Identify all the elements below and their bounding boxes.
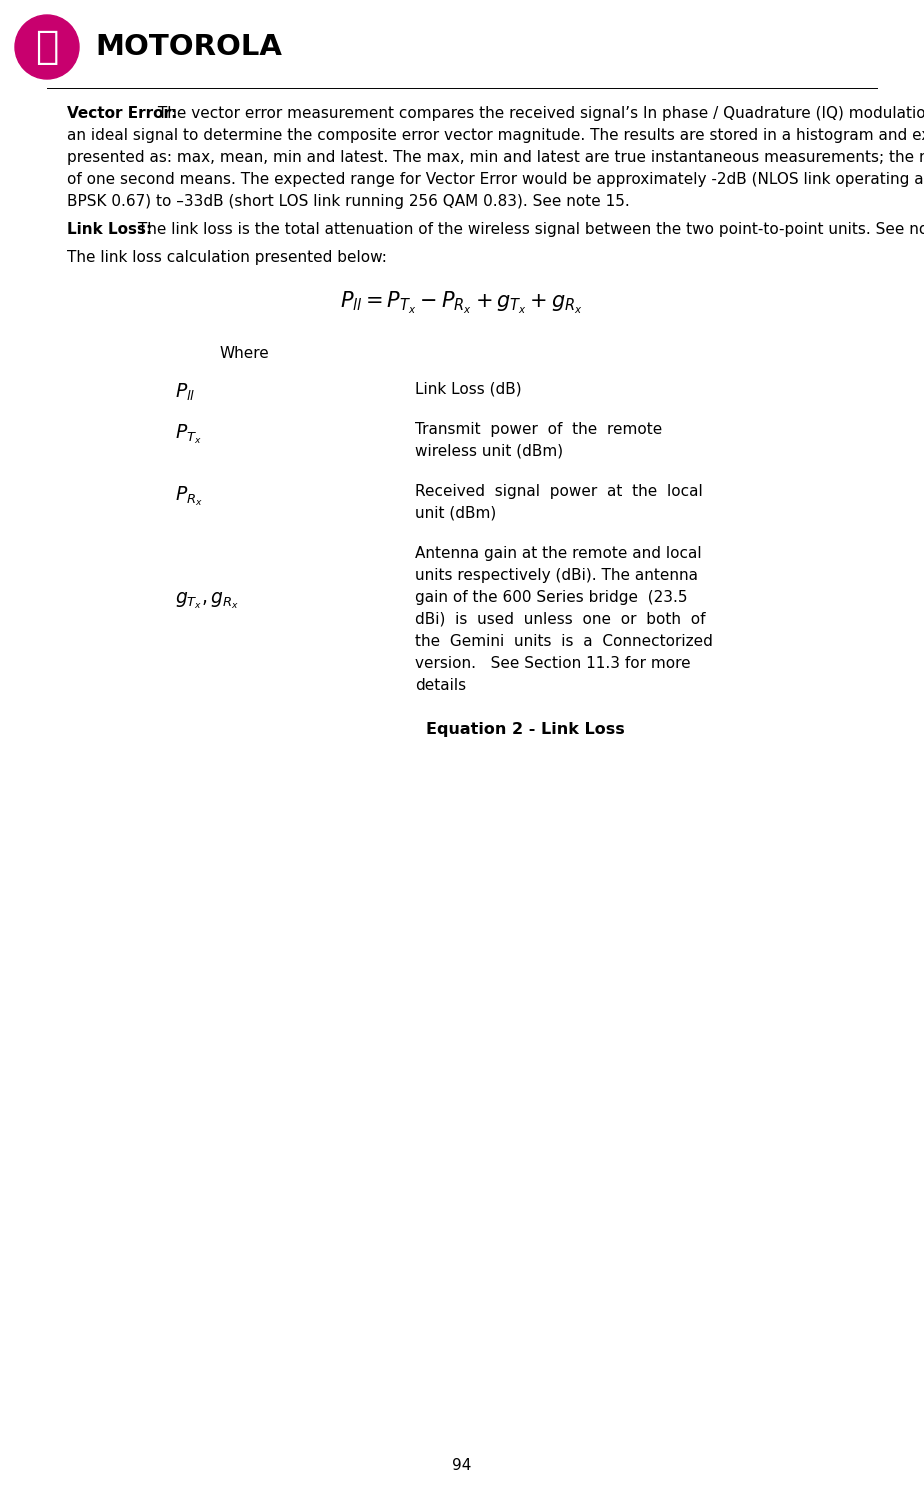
Text: Link Loss:: Link Loss: [67,223,152,238]
Text: Transmit  power  of  the  remote: Transmit power of the remote [415,421,663,438]
Text: an ideal signal to determine the composite error vector magnitude. The results a: an ideal signal to determine the composi… [67,128,924,143]
Text: Antenna gain at the remote and local: Antenna gain at the remote and local [415,545,701,562]
Text: wireless unit (dBm): wireless unit (dBm) [415,444,563,459]
Text: the  Gemini  units  is  a  Connectorized: the Gemini units is a Connectorized [415,633,713,648]
Text: The vector error measurement compares the received signal’s In phase / Quadratur: The vector error measurement compares th… [152,106,924,121]
Text: The link loss calculation presented below:: The link loss calculation presented belo… [67,249,387,264]
Text: Vector Error:: Vector Error: [67,106,177,121]
Text: units respectively (dBi). The antenna: units respectively (dBi). The antenna [415,568,698,583]
Text: gain of the 600 Series bridge  (23.5: gain of the 600 Series bridge (23.5 [415,590,687,605]
Text: Where: Where [220,347,270,362]
Text: Link Loss (dB): Link Loss (dB) [415,382,522,397]
Text: $P_{ll}$: $P_{ll}$ [175,382,196,403]
Text: details: details [415,678,466,693]
Text: version.   See Section 11.3 for more: version. See Section 11.3 for more [415,656,690,671]
Circle shape [15,15,79,79]
Text: $P_{R_x}$: $P_{R_x}$ [175,484,203,508]
Text: $P_{T_x}$: $P_{T_x}$ [175,421,201,445]
Text: 94: 94 [453,1458,471,1473]
Text: BPSK 0.67) to –33dB (short LOS link running 256 QAM 0.83). See note 15.: BPSK 0.67) to –33dB (short LOS link runn… [67,194,630,209]
Text: $g_{T_x}, g_{R_x}$: $g_{T_x}, g_{R_x}$ [175,590,239,611]
Text: MOTOROLA: MOTOROLA [95,33,282,61]
Text: Received  signal  power  at  the  local: Received signal power at the local [415,484,703,499]
Text: Equation 2 - Link Loss: Equation 2 - Link Loss [426,722,625,737]
Text: presented as: max, mean, min and latest. The max, min and latest are true instan: presented as: max, mean, min and latest.… [67,149,924,164]
Text: dBi)  is  used  unless  one  or  both  of: dBi) is used unless one or both of [415,613,706,627]
Text: $P_{ll} = P_{T_x} - P_{R_x} + g_{T_x} + g_{R_x}$: $P_{ll} = P_{T_x} - P_{R_x} + g_{T_x} + … [340,290,584,317]
Text: Ⓜ: Ⓜ [35,28,59,66]
Text: The link loss is the total attenuation of the wireless signal between the two po: The link loss is the total attenuation o… [133,223,924,238]
Text: unit (dBm): unit (dBm) [415,506,496,521]
Text: of one second means. The expected range for Vector Error would be approximately : of one second means. The expected range … [67,172,924,187]
